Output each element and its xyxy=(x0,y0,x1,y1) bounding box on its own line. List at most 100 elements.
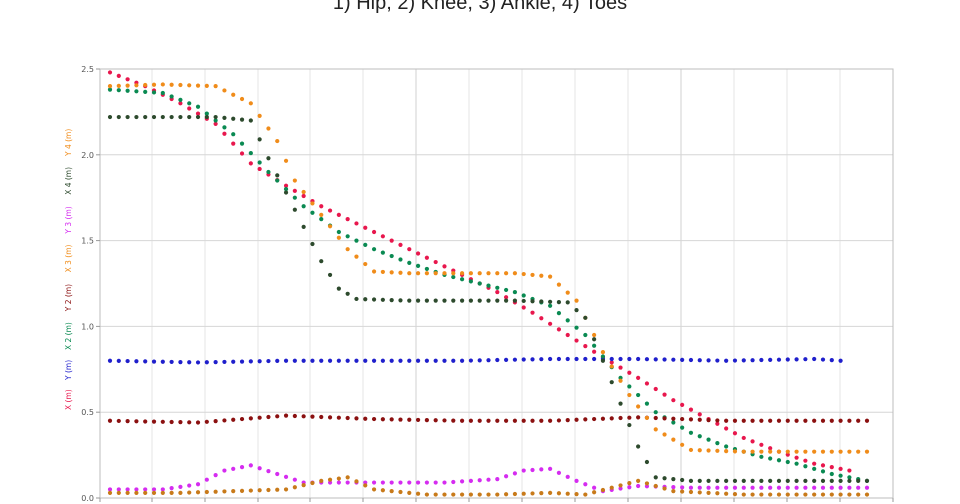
data-point[interactable] xyxy=(838,466,843,471)
data-point[interactable] xyxy=(151,490,157,495)
data-point[interactable] xyxy=(442,358,447,363)
data-point[interactable] xyxy=(195,111,201,116)
data-point[interactable] xyxy=(636,415,641,420)
data-point[interactable] xyxy=(389,480,394,485)
data-point[interactable] xyxy=(662,416,667,421)
data-point[interactable] xyxy=(495,285,500,290)
data-point[interactable] xyxy=(671,398,676,403)
data-point[interactable] xyxy=(169,486,174,491)
data-point[interactable] xyxy=(398,358,403,363)
chart-points[interactable] xyxy=(107,70,870,497)
data-point[interactable] xyxy=(433,492,438,497)
data-point[interactable] xyxy=(319,358,324,363)
data-point[interactable] xyxy=(389,417,394,422)
data-point[interactable] xyxy=(283,187,289,192)
data-point[interactable] xyxy=(759,485,764,490)
data-point[interactable] xyxy=(275,414,280,419)
data-point[interactable] xyxy=(363,416,368,421)
data-point[interactable] xyxy=(504,295,509,300)
data-point[interactable] xyxy=(548,466,553,471)
data-point[interactable] xyxy=(415,491,421,496)
data-point[interactable] xyxy=(424,255,429,260)
data-point[interactable] xyxy=(592,485,597,490)
data-point[interactable] xyxy=(565,491,570,496)
data-point[interactable] xyxy=(327,272,333,278)
data-point[interactable] xyxy=(820,463,826,468)
data-point[interactable] xyxy=(345,234,350,239)
data-point[interactable] xyxy=(697,412,702,417)
data-point[interactable] xyxy=(706,417,711,423)
data-point[interactable] xyxy=(512,271,518,276)
data-point[interactable] xyxy=(486,418,491,423)
data-point[interactable] xyxy=(565,356,570,362)
data-point[interactable] xyxy=(107,490,113,495)
data-point[interactable] xyxy=(600,350,606,355)
data-point[interactable] xyxy=(477,358,482,363)
data-point[interactable] xyxy=(644,357,650,362)
data-point[interactable] xyxy=(345,480,350,485)
data-point[interactable] xyxy=(231,132,236,137)
data-point[interactable] xyxy=(169,359,174,365)
data-point[interactable] xyxy=(521,357,526,362)
data-point[interactable] xyxy=(380,234,385,239)
data-point[interactable] xyxy=(398,270,403,275)
data-point[interactable] xyxy=(283,183,289,188)
data-point[interactable] xyxy=(407,480,412,485)
data-point[interactable] xyxy=(504,492,509,497)
data-point[interactable] xyxy=(143,82,148,88)
data-point[interactable] xyxy=(451,298,456,303)
data-point[interactable] xyxy=(609,364,614,369)
data-point[interactable] xyxy=(239,96,245,102)
data-point[interactable] xyxy=(125,77,130,82)
data-point[interactable] xyxy=(407,298,412,303)
data-point[interactable] xyxy=(266,414,271,420)
data-point[interactable] xyxy=(847,478,852,483)
data-point[interactable] xyxy=(292,207,297,212)
data-point[interactable] xyxy=(741,435,746,441)
data-point[interactable] xyxy=(838,478,843,483)
data-point[interactable] xyxy=(671,420,676,425)
data-point[interactable] xyxy=(248,161,253,166)
data-point[interactable] xyxy=(301,483,306,488)
data-point[interactable] xyxy=(548,299,553,304)
data-point[interactable] xyxy=(812,418,817,423)
data-point[interactable] xyxy=(143,487,148,492)
data-point[interactable] xyxy=(653,427,658,432)
data-point[interactable] xyxy=(583,492,588,497)
data-point[interactable] xyxy=(864,449,870,454)
data-point[interactable] xyxy=(213,359,218,365)
data-point[interactable] xyxy=(794,485,799,490)
data-point[interactable] xyxy=(636,356,641,362)
data-point[interactable] xyxy=(530,418,535,423)
data-point[interactable] xyxy=(231,141,236,146)
data-point[interactable] xyxy=(627,356,632,362)
data-point[interactable] xyxy=(187,83,192,88)
data-point[interactable] xyxy=(195,482,201,487)
data-point[interactable] xyxy=(415,358,421,363)
data-point[interactable] xyxy=(521,418,526,423)
data-point[interactable] xyxy=(794,418,799,423)
data-point[interactable] xyxy=(680,442,685,447)
data-point[interactable] xyxy=(521,491,526,496)
data-point[interactable] xyxy=(354,238,359,243)
data-point[interactable] xyxy=(275,173,280,178)
data-point[interactable] xyxy=(301,224,306,229)
data-point[interactable] xyxy=(653,386,658,392)
data-point[interactable] xyxy=(327,477,333,482)
data-point[interactable] xyxy=(433,358,438,363)
data-point[interactable] xyxy=(636,483,641,489)
data-point[interactable] xyxy=(107,358,113,363)
data-point[interactable] xyxy=(662,476,667,481)
data-point[interactable] xyxy=(459,418,465,423)
data-point[interactable] xyxy=(407,490,412,495)
data-point[interactable] xyxy=(442,264,447,269)
data-point[interactable] xyxy=(195,104,201,109)
data-point[interactable] xyxy=(222,468,227,473)
data-point[interactable] xyxy=(336,358,341,363)
data-point[interactable] xyxy=(794,449,799,454)
data-point[interactable] xyxy=(116,358,121,363)
data-point[interactable] xyxy=(178,82,183,88)
data-point[interactable] xyxy=(107,487,113,492)
data-point[interactable] xyxy=(319,414,324,420)
data-point[interactable] xyxy=(301,414,306,419)
